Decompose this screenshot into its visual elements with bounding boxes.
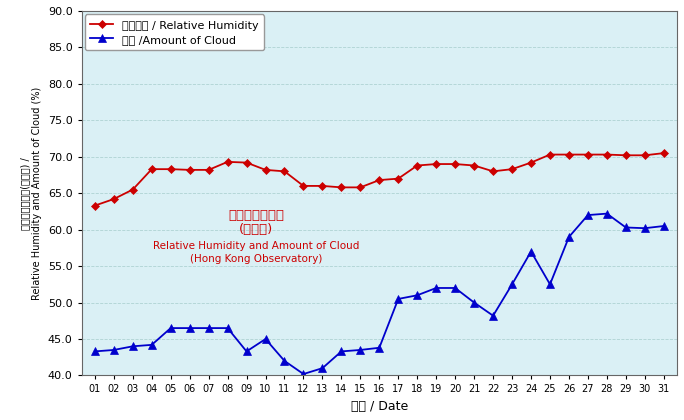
Text: Relative Humidity and Amount of Cloud: Relative Humidity and Amount of Cloud (153, 241, 359, 251)
Legend: 相對濕度 / Relative Humidity, 雲量 /Amount of Cloud: 相對濕度 / Relative Humidity, 雲量 /Amount of … (85, 14, 264, 50)
相對濕度 / Relative Humidity (224, 159, 232, 164)
相對濕度 / Relative Humidity (432, 162, 440, 167)
相對濕度 / Relative Humidity (337, 185, 345, 190)
雲量 /Amount of Cloud (242, 349, 250, 354)
Text: 相對濕度及雲量: 相對濕度及雲量 (228, 209, 284, 222)
相對濕度 / Relative Humidity (394, 176, 402, 181)
雲量 /Amount of Cloud (337, 349, 345, 354)
雲量 /Amount of Cloud (185, 326, 194, 331)
相對濕度 / Relative Humidity (565, 152, 573, 157)
相對濕度 / Relative Humidity (470, 163, 478, 168)
相對濕度 / Relative Humidity (148, 167, 156, 172)
相對濕度 / Relative Humidity (659, 151, 668, 156)
相對濕度 / Relative Humidity (205, 167, 213, 172)
雲量 /Amount of Cloud (584, 213, 592, 218)
相對濕度 / Relative Humidity (129, 187, 137, 192)
雲量 /Amount of Cloud (376, 345, 384, 350)
相對濕度 / Relative Humidity (489, 169, 497, 174)
雲量 /Amount of Cloud (527, 249, 535, 254)
相對濕度 / Relative Humidity (603, 152, 611, 157)
Text: (天文台): (天文台) (239, 223, 273, 236)
雲量 /Amount of Cloud (622, 225, 630, 230)
Line: 雲量 /Amount of Cloud: 雲量 /Amount of Cloud (91, 210, 668, 378)
雲量 /Amount of Cloud (489, 313, 497, 318)
雲量 /Amount of Cloud (603, 211, 611, 216)
雲量 /Amount of Cloud (546, 282, 554, 287)
相對濕度 / Relative Humidity (622, 153, 630, 158)
相對濕度 / Relative Humidity (91, 203, 99, 208)
雲量 /Amount of Cloud (641, 226, 649, 231)
相對濕度 / Relative Humidity (584, 152, 592, 157)
相對濕度 / Relative Humidity (527, 160, 535, 165)
相對濕度 / Relative Humidity (109, 197, 118, 202)
雲量 /Amount of Cloud (280, 358, 289, 363)
雲量 /Amount of Cloud (659, 223, 668, 228)
相對濕度 / Relative Humidity (641, 153, 649, 158)
X-axis label: 日期 / Date: 日期 / Date (351, 400, 408, 413)
雲量 /Amount of Cloud (565, 234, 573, 239)
雲量 /Amount of Cloud (356, 347, 365, 352)
雲量 /Amount of Cloud (318, 366, 326, 371)
雲量 /Amount of Cloud (394, 297, 402, 302)
相對濕度 / Relative Humidity (508, 167, 516, 172)
相對濕度 / Relative Humidity (413, 163, 421, 168)
相對濕度 / Relative Humidity (261, 167, 269, 172)
雲量 /Amount of Cloud (129, 344, 137, 349)
相對濕度 / Relative Humidity (280, 169, 289, 174)
雲量 /Amount of Cloud (91, 349, 99, 354)
相對濕度 / Relative Humidity (546, 152, 554, 157)
雲量 /Amount of Cloud (300, 372, 308, 377)
雲量 /Amount of Cloud (413, 293, 421, 298)
雲量 /Amount of Cloud (432, 286, 440, 291)
雲量 /Amount of Cloud (470, 300, 478, 305)
相對濕度 / Relative Humidity (242, 160, 250, 165)
相對濕度 / Relative Humidity (185, 167, 194, 172)
相對濕度 / Relative Humidity (451, 162, 459, 167)
雲量 /Amount of Cloud (205, 326, 213, 331)
雲量 /Amount of Cloud (224, 326, 232, 331)
Y-axis label: 相對濕度及雲量(百分比) /
Relative Humidity and Amount of Cloud (%): 相對濕度及雲量(百分比) / Relative Humidity and Amo… (21, 87, 42, 300)
Text: (Hong Kong Observatory): (Hong Kong Observatory) (190, 254, 322, 264)
相對濕度 / Relative Humidity (356, 185, 365, 190)
相對濕度 / Relative Humidity (167, 167, 175, 172)
雲量 /Amount of Cloud (167, 326, 175, 331)
雲量 /Amount of Cloud (109, 347, 118, 352)
相對濕度 / Relative Humidity (376, 178, 384, 183)
雲量 /Amount of Cloud (451, 286, 459, 291)
雲量 /Amount of Cloud (148, 342, 156, 347)
相對濕度 / Relative Humidity (318, 184, 326, 189)
雲量 /Amount of Cloud (261, 336, 269, 341)
相對濕度 / Relative Humidity (300, 184, 308, 189)
Line: 相對濕度 / Relative Humidity: 相對濕度 / Relative Humidity (92, 150, 667, 209)
雲量 /Amount of Cloud (508, 282, 516, 287)
